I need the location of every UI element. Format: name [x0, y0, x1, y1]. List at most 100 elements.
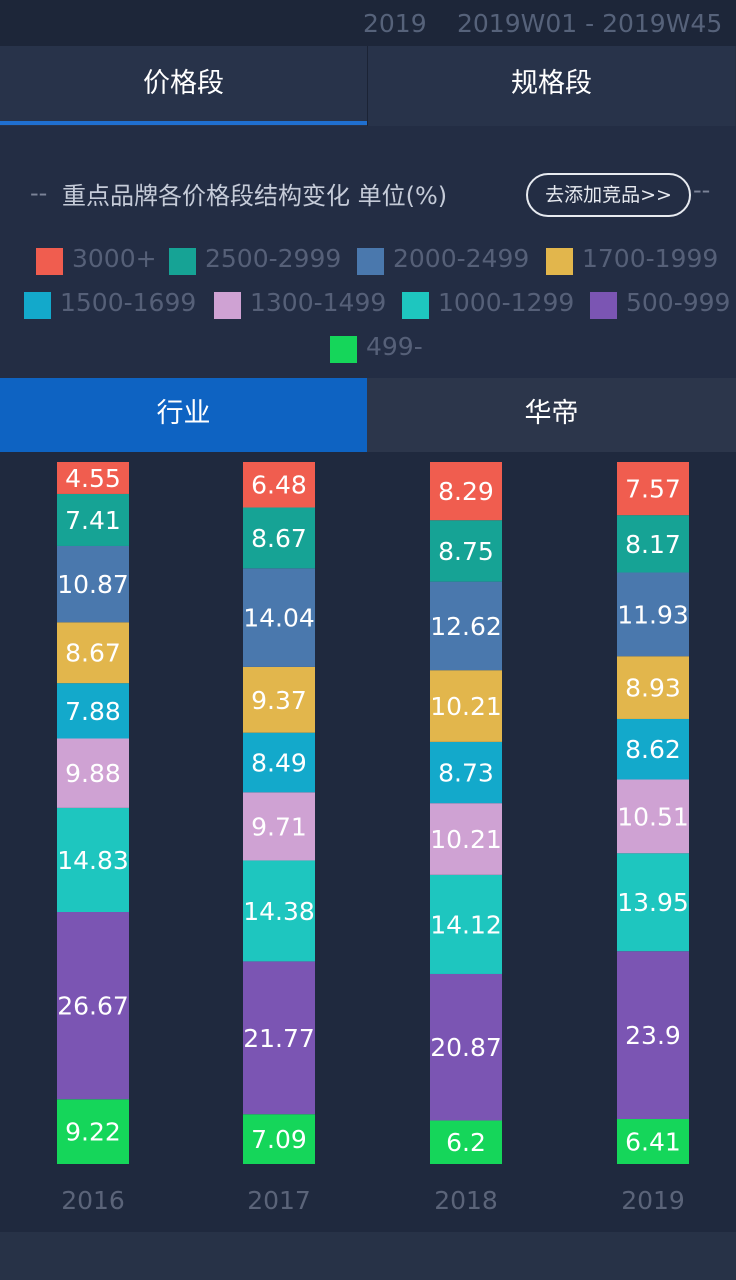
bar-segment[interactable] [430, 670, 502, 742]
bar-segment[interactable] [617, 1118, 689, 1164]
bar-segment[interactable] [243, 860, 315, 962]
bar-segment[interactable] [57, 807, 129, 913]
bar-segment[interactable] [617, 515, 689, 573]
bar-segment[interactable] [243, 792, 315, 861]
data-label: 6.2 [446, 1128, 486, 1157]
chart-title: 重点品牌各价格段结构变化 单位(%) [62, 182, 448, 210]
bar-segment[interactable] [430, 520, 502, 582]
bar-segment[interactable] [430, 581, 502, 671]
bar-segment[interactable] [243, 507, 315, 569]
tab-industry[interactable]: 行业 [0, 378, 367, 452]
bar-segment[interactable] [57, 1099, 129, 1164]
data-label: 12.62 [430, 612, 502, 641]
legend-swatch [36, 248, 63, 275]
x-tick-label: 2018 [434, 1186, 498, 1215]
legend-swatch [590, 292, 617, 319]
bar-segment[interactable] [430, 803, 502, 875]
tab-price-segment[interactable]: 价格段 [0, 46, 367, 126]
bar-segment[interactable] [617, 951, 689, 1119]
data-label: 20.87 [430, 1033, 502, 1062]
segment-tab-bar: 行业 华帝 [0, 378, 736, 452]
bar-segment[interactable] [243, 1114, 315, 1164]
data-label: 10.21 [430, 825, 502, 854]
data-label: 7.41 [65, 506, 121, 535]
bar-segment[interactable] [430, 1120, 502, 1164]
data-label: 14.04 [243, 604, 315, 633]
data-label: 8.67 [251, 524, 307, 553]
data-label: 13.95 [617, 888, 689, 917]
legend-swatch [357, 248, 384, 275]
bar-segment[interactable] [617, 462, 689, 516]
data-label: 8.49 [251, 748, 307, 777]
legend-label: 1500-1699 [60, 288, 197, 317]
data-label: 9.37 [251, 686, 307, 715]
bar-segment[interactable] [57, 622, 129, 684]
active-tab-indicator [0, 121, 367, 125]
data-label: 9.88 [65, 759, 121, 788]
legend-swatch [214, 292, 241, 319]
data-label: 8.67 [65, 639, 121, 668]
add-competitor-button[interactable]: 去添加竞品>> [526, 173, 691, 217]
data-label: 6.41 [625, 1127, 681, 1156]
data-label: 6.48 [251, 471, 307, 500]
tab-spec-segment[interactable]: 规格段 [368, 46, 735, 126]
bar-segment[interactable] [617, 853, 689, 952]
bar-segment[interactable] [57, 462, 129, 494]
data-label: 8.75 [438, 537, 494, 566]
bar-segment[interactable] [617, 779, 689, 854]
data-label: 14.12 [430, 910, 502, 939]
x-tick-label: 2019 [621, 1186, 685, 1215]
data-label: 8.17 [625, 530, 681, 559]
bar-segment[interactable] [617, 656, 689, 719]
bar-segment[interactable] [57, 545, 129, 623]
bar-segment[interactable] [243, 568, 315, 667]
year-label: 2019 [363, 9, 427, 38]
data-label: 9.22 [65, 1118, 121, 1147]
data-label: 8.62 [625, 735, 681, 764]
data-label: 10.21 [430, 692, 502, 721]
bar-segment[interactable] [617, 572, 689, 657]
legend-label: 2000-2499 [393, 244, 530, 273]
legend-swatch [402, 292, 429, 319]
legend-swatch [24, 292, 51, 319]
data-label: 8.73 [438, 759, 494, 788]
week-range-label[interactable]: 2019W01 - 2019W45 [457, 9, 723, 38]
bar-segment[interactable] [430, 874, 502, 974]
data-label: 8.29 [438, 477, 494, 506]
top-tab-bar: 价格段 规格段 [0, 46, 736, 126]
bar-segment[interactable] [243, 732, 315, 793]
bar-segment[interactable] [57, 683, 129, 739]
legend-swatch [330, 336, 357, 363]
data-label: 14.83 [57, 846, 129, 875]
bar-segment[interactable] [617, 718, 689, 780]
data-label: 23.9 [625, 1021, 681, 1050]
data-label: 7.88 [65, 697, 121, 726]
data-label: 7.57 [625, 475, 681, 504]
bar-segment[interactable] [57, 493, 129, 546]
tab-divider [367, 46, 368, 126]
bar-segment[interactable] [57, 738, 129, 808]
x-tick-label: 2017 [247, 1186, 311, 1215]
legend-label: 1700-1999 [582, 244, 719, 273]
data-label: 7.09 [251, 1125, 307, 1154]
bar-segment[interactable] [430, 973, 502, 1121]
data-label: 4.55 [65, 464, 121, 493]
title-dash-right: -- [693, 176, 711, 204]
legend-label: 500-999 [626, 288, 731, 317]
bar-segment[interactable] [430, 462, 502, 521]
chart-area: 9.22 26.67 14.83 9.88 7.88 8.67 10.87 7.41 4.55 2… [0, 452, 736, 1232]
data-label: 10.51 [617, 802, 689, 831]
legend-swatch [169, 248, 196, 275]
bar-segment[interactable] [430, 741, 502, 804]
bar-segment[interactable] [243, 961, 315, 1115]
legend-label: 1000-1299 [438, 288, 575, 317]
chart-legend: 3000+ 2500-2999 2000-2499 1700-1999 1500-169… [0, 244, 736, 384]
x-tick-label: 2016 [61, 1186, 125, 1215]
bar-segment[interactable] [57, 912, 129, 1100]
tab-vatti[interactable]: 华帝 [367, 378, 736, 452]
legend-label: 1300-1499 [250, 288, 387, 317]
legend-label: 499- [366, 332, 423, 361]
data-label: 11.93 [617, 600, 689, 629]
bar-segment[interactable] [243, 666, 315, 733]
bar-segment[interactable] [243, 462, 315, 508]
